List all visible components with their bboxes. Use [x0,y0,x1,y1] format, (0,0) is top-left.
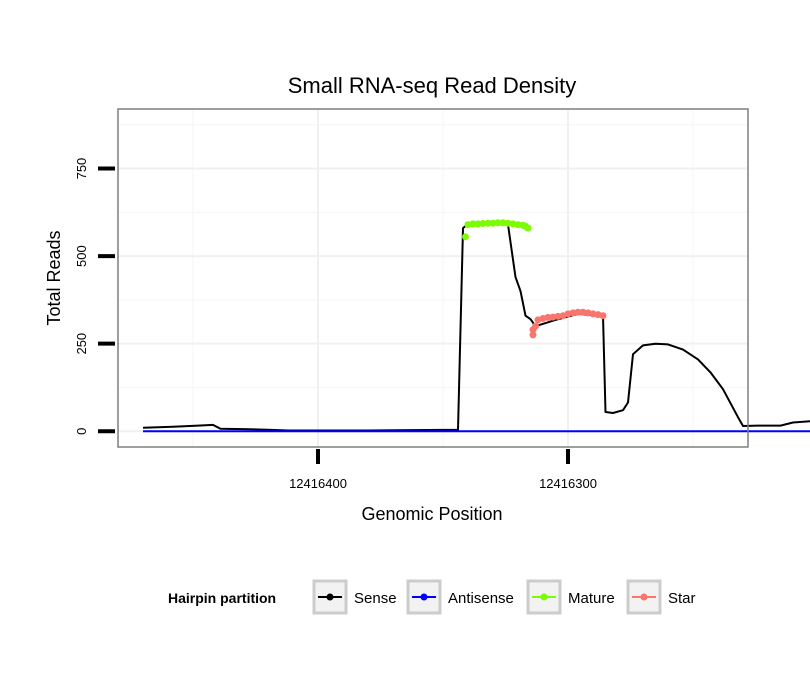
axes: 0 250 500 750 12416400 12416300 [74,158,597,491]
legend-key-sense-point [326,593,334,601]
series-point-mature [524,224,532,232]
series-point-star [532,322,539,330]
plot-panel-border [117,108,749,448]
series-point-star [599,312,607,320]
series-point-mature [489,219,497,227]
legend: Hairpin partition Sense Antisense Mature… [168,579,696,615]
legend-key-mature-point [540,593,548,601]
y-axis-label: Total Reads [44,230,64,325]
series-point-star [574,308,582,316]
y-tick-label: 0 [74,428,89,435]
series-point-mature [499,219,507,227]
series-point-star [544,313,552,321]
series-point-mature [479,220,487,227]
series-layer [142,219,810,433]
legend-label-antisense: Antisense [448,590,514,607]
series-point-mature [469,220,477,228]
series-point-mature [484,219,492,227]
y-tick-label: 500 [74,245,89,267]
legend-key-star-point [640,593,648,601]
series-point-mature [494,219,502,227]
x-tick-label: 12416400 [289,476,347,491]
legend-key-antisense-point [420,593,428,601]
y-tick-label: 250 [74,333,89,355]
series-line-sense [142,221,810,432]
grid [118,109,748,447]
series-point-star [529,331,537,339]
legend-label-mature: Mature [568,590,615,607]
legend-label-star: Star [668,590,696,607]
legend-label-sense: Sense [354,590,397,607]
legend-title: Hairpin partition [168,590,276,606]
series-point-mature [474,220,482,228]
chart-title: Small RNA-seq Read Density [288,73,577,98]
x-axis-label: Genomic Position [361,504,502,524]
x-tick-label: 12416300 [539,476,597,491]
series-point-mature [462,233,469,241]
y-tick-label: 750 [74,158,89,180]
